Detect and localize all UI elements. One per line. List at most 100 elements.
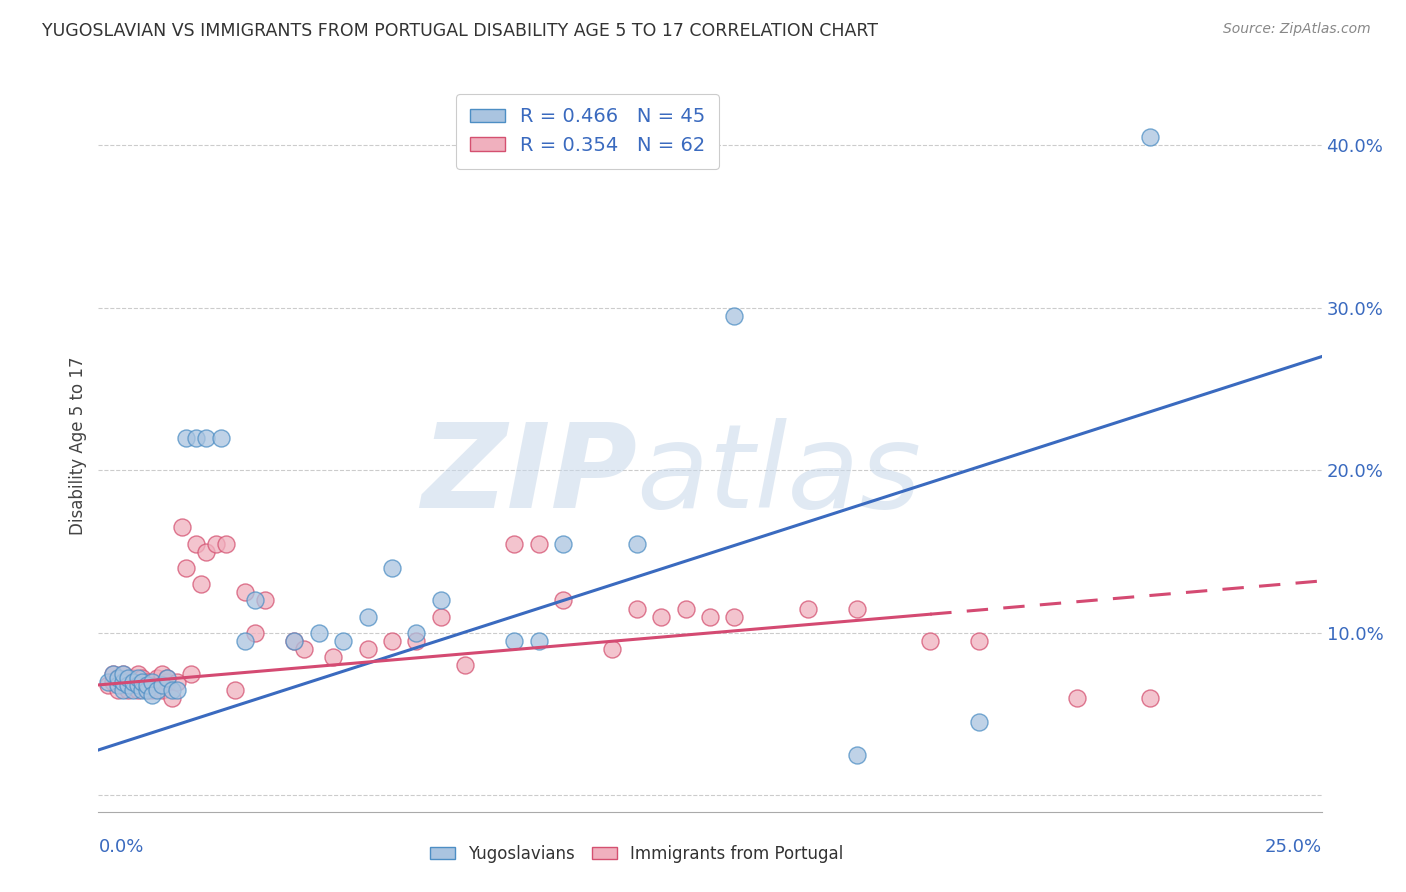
Point	[176, 561, 198, 575]
Point	[97, 678, 120, 692]
Point	[356, 609, 378, 624]
Point	[967, 634, 990, 648]
Point	[1139, 130, 1161, 145]
Point	[141, 678, 163, 692]
Point	[150, 666, 173, 681]
Point	[454, 658, 477, 673]
Point	[243, 593, 266, 607]
Point	[156, 672, 179, 686]
Point	[180, 666, 202, 681]
Point	[503, 536, 526, 550]
Point	[127, 682, 149, 697]
Legend: Yugoslavians, Immigrants from Portugal: Yugoslavians, Immigrants from Portugal	[423, 838, 851, 869]
Point	[141, 674, 163, 689]
Point	[322, 650, 344, 665]
Point	[243, 626, 266, 640]
Point	[845, 747, 868, 762]
Point	[160, 682, 183, 697]
Point	[675, 601, 697, 615]
Point	[150, 678, 173, 692]
Point	[107, 672, 129, 686]
Point	[283, 634, 305, 648]
Point	[101, 674, 124, 689]
Point	[186, 536, 208, 550]
Point	[131, 678, 153, 692]
Point	[381, 561, 404, 575]
Y-axis label: Disability Age 5 to 17: Disability Age 5 to 17	[69, 357, 87, 535]
Text: YUGOSLAVIAN VS IMMIGRANTS FROM PORTUGAL DISABILITY AGE 5 TO 17 CORRELATION CHART: YUGOSLAVIAN VS IMMIGRANTS FROM PORTUGAL …	[42, 22, 879, 40]
Point	[131, 674, 153, 689]
Point	[156, 674, 179, 689]
Point	[527, 634, 550, 648]
Point	[136, 682, 159, 697]
Point	[332, 634, 354, 648]
Point	[111, 674, 134, 689]
Point	[121, 672, 143, 686]
Point	[308, 626, 330, 640]
Point	[136, 682, 159, 697]
Point	[170, 520, 193, 534]
Point	[356, 642, 378, 657]
Point	[136, 678, 159, 692]
Point	[626, 536, 648, 550]
Text: Source: ZipAtlas.com: Source: ZipAtlas.com	[1223, 22, 1371, 37]
Point	[650, 609, 672, 624]
Point	[127, 666, 149, 681]
Point	[503, 634, 526, 648]
Point	[233, 585, 256, 599]
Point	[176, 431, 198, 445]
Point	[527, 536, 550, 550]
Point	[195, 431, 218, 445]
Point	[111, 678, 134, 692]
Point	[186, 431, 208, 445]
Point	[214, 536, 236, 550]
Point	[107, 672, 129, 686]
Point	[967, 715, 990, 730]
Point	[405, 634, 427, 648]
Point	[107, 678, 129, 692]
Point	[146, 682, 169, 697]
Point	[131, 682, 153, 697]
Point	[136, 674, 159, 689]
Point	[430, 593, 453, 607]
Point	[146, 678, 169, 692]
Point	[127, 672, 149, 686]
Point	[553, 593, 575, 607]
Point	[121, 674, 143, 689]
Point	[141, 682, 163, 697]
Point	[600, 642, 623, 657]
Point	[101, 666, 124, 681]
Point	[292, 642, 315, 657]
Point	[205, 536, 228, 550]
Point	[117, 672, 139, 686]
Point	[127, 678, 149, 692]
Point	[209, 431, 232, 445]
Text: 0.0%: 0.0%	[98, 838, 143, 856]
Point	[156, 672, 179, 686]
Point	[107, 682, 129, 697]
Point	[723, 609, 745, 624]
Text: atlas: atlas	[637, 418, 922, 533]
Point	[101, 666, 124, 681]
Point	[1139, 690, 1161, 705]
Point	[920, 634, 942, 648]
Point	[111, 682, 134, 697]
Point	[797, 601, 820, 615]
Point	[283, 634, 305, 648]
Point	[117, 678, 139, 692]
Point	[111, 666, 134, 681]
Point	[97, 674, 120, 689]
Point	[117, 682, 139, 697]
Point	[121, 682, 143, 697]
Point	[381, 634, 404, 648]
Point	[405, 626, 427, 640]
Point	[190, 577, 212, 591]
Point	[224, 682, 246, 697]
Text: 25.0%: 25.0%	[1264, 838, 1322, 856]
Point	[141, 688, 163, 702]
Point	[1066, 690, 1088, 705]
Point	[253, 593, 276, 607]
Point	[166, 674, 188, 689]
Point	[723, 309, 745, 323]
Text: ZIP: ZIP	[420, 417, 637, 533]
